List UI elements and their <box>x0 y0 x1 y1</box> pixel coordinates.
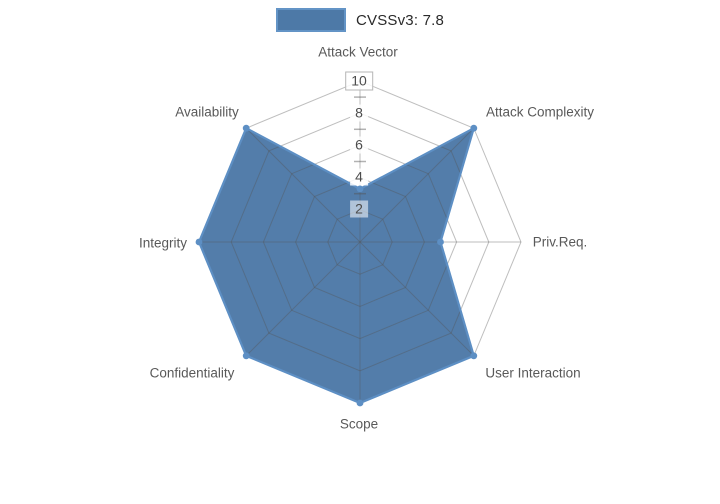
axis-label-priv-req: Priv.Req. <box>532 234 588 250</box>
axis-label-confidentiality: Confidentiality <box>149 365 235 381</box>
legend-swatch <box>275 8 346 32</box>
axis-label-integrity: Integrity <box>138 235 188 251</box>
radial-tick-8: 8 <box>350 104 368 122</box>
radial-tick-10: 10 <box>345 71 373 91</box>
radial-tick-6: 6 <box>350 136 368 154</box>
radial-tick-4: 4 <box>350 168 368 186</box>
axis-label-scope: Scope <box>339 416 379 432</box>
radial-tick-2: 2 <box>350 200 368 218</box>
legend-item[interactable]: CVSSv3: 7.8 <box>0 8 720 32</box>
axis-label-availability: Availability <box>175 104 239 120</box>
axis-label-attack-vector: Attack Vector <box>318 44 398 60</box>
legend-label: CVSSv3: 7.8 <box>355 11 445 29</box>
axis-label-user-interaction: User Interaction <box>485 365 581 381</box>
axis-label-attack-complexity: Attack Complexity <box>485 104 595 120</box>
